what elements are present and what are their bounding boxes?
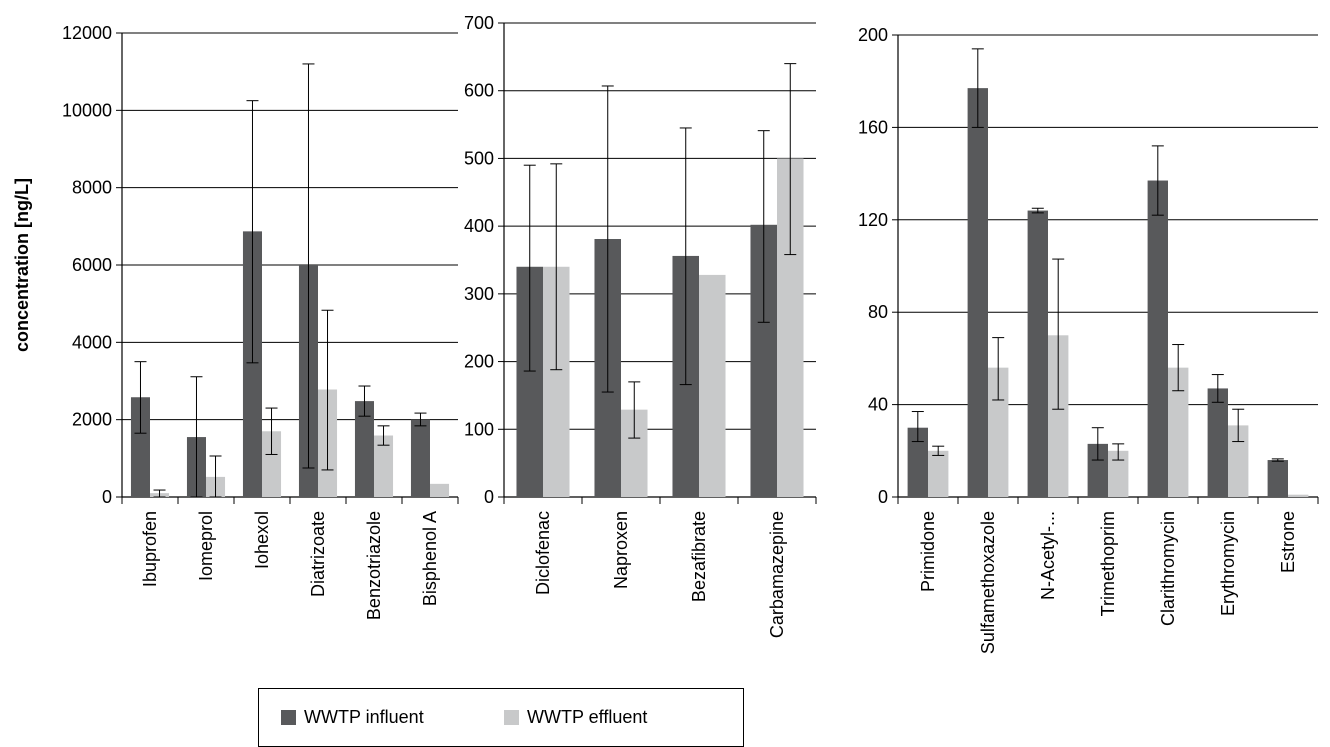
x-category-label: Bisphenol A bbox=[420, 511, 440, 606]
x-category-label: N-Acetyl-... bbox=[1038, 511, 1058, 600]
x-category-label: Carbamazepine bbox=[767, 511, 787, 638]
y-tick-label: 80 bbox=[868, 302, 888, 322]
y-tick-label: 200 bbox=[464, 352, 494, 372]
y-tick-label: 160 bbox=[858, 117, 888, 137]
bar-effluent bbox=[1048, 335, 1069, 497]
y-tick-label: 6000 bbox=[72, 255, 112, 275]
y-tick-label: 2000 bbox=[72, 410, 112, 430]
y-tick-label: 10000 bbox=[62, 100, 112, 120]
y-tick-label: 120 bbox=[858, 210, 888, 230]
bar-effluent bbox=[430, 483, 450, 497]
bar-influent bbox=[967, 88, 988, 497]
bar-influent bbox=[242, 231, 262, 498]
legend-item-effluent: WWTP effluent bbox=[504, 707, 647, 728]
bar-effluent bbox=[374, 435, 394, 497]
y-tick-label: 300 bbox=[464, 284, 494, 304]
x-category-label: Clarithromycin bbox=[1158, 511, 1178, 626]
y-axis-title: concentration [ng/L] bbox=[12, 178, 32, 352]
chart-legend: WWTP influent WWTP effluent bbox=[258, 688, 744, 747]
x-category-label: Estrone bbox=[1278, 511, 1298, 573]
y-tick-label: 100 bbox=[464, 419, 494, 439]
x-category-label: Benzotriazole bbox=[364, 511, 384, 620]
y-tick-label: 0 bbox=[878, 487, 888, 507]
bar-influent bbox=[410, 419, 430, 497]
chart-panel-2: 0 100 200 300 400 500 600 700 Diclofenac Naproxen… bbox=[464, 13, 817, 638]
y-tick-label: 8000 bbox=[72, 178, 112, 198]
bar-influent bbox=[907, 427, 928, 497]
legend-label-effluent: WWTP effluent bbox=[527, 707, 648, 727]
x-category-label: Sulfamethoxazole bbox=[978, 511, 998, 654]
bar-influent bbox=[1267, 460, 1288, 497]
y-tick-label: 12000 bbox=[62, 23, 112, 43]
chart-panel-1: 0 2000 4000 6000 8000 10000 12000 concentration… bbox=[12, 23, 459, 620]
bar-effluent bbox=[928, 450, 949, 497]
y-tick-label: 400 bbox=[464, 216, 494, 236]
y-tick-label: 200 bbox=[858, 25, 888, 45]
x-category-label: Iomeprol bbox=[196, 511, 216, 581]
y-tick-label: 0 bbox=[484, 487, 494, 507]
x-category-label: Diclofenac bbox=[533, 511, 553, 595]
x-category-label: Primidone bbox=[918, 511, 938, 592]
bar-influent bbox=[1087, 443, 1108, 497]
bar-influent bbox=[354, 401, 374, 497]
x-category-label: Ibuprofen bbox=[140, 511, 160, 587]
chart-panel-3: 0 40 80 120 160 200 Primidone Sulfamethoxazole N… bbox=[858, 25, 1319, 654]
legend-swatch-influent bbox=[281, 710, 296, 725]
bar-effluent bbox=[1228, 425, 1249, 497]
x-category-label: Erythromycin bbox=[1218, 511, 1238, 616]
x-category-label: Bezafibrate bbox=[689, 511, 709, 602]
y-tick-label: 700 bbox=[464, 13, 494, 33]
bar-influent bbox=[1147, 180, 1168, 497]
legend-label-influent: WWTP influent bbox=[304, 707, 424, 727]
bar-effluent bbox=[262, 431, 282, 497]
y-tick-label: 40 bbox=[868, 395, 888, 415]
legend-item-influent: WWTP influent bbox=[281, 707, 424, 728]
y-tick-label: 600 bbox=[464, 81, 494, 101]
y-tick-label: 4000 bbox=[72, 332, 112, 352]
x-category-label: Trimethoprim bbox=[1098, 511, 1118, 616]
bar-influent bbox=[1027, 210, 1048, 497]
y-tick-label: 0 bbox=[102, 487, 112, 507]
x-category-label: Diatrizoate bbox=[308, 511, 328, 597]
bar-effluent bbox=[1288, 494, 1309, 497]
bar-influent bbox=[1207, 388, 1228, 497]
y-tick-label: 500 bbox=[464, 148, 494, 168]
bar-effluent bbox=[1108, 450, 1129, 497]
x-category-label: Iohexol bbox=[252, 511, 272, 569]
bar-influent bbox=[130, 397, 150, 497]
x-category-label: Naproxen bbox=[611, 511, 631, 589]
bar-effluent bbox=[1168, 367, 1189, 497]
bar-effluent bbox=[699, 274, 726, 497]
legend-swatch-effluent bbox=[504, 710, 519, 725]
